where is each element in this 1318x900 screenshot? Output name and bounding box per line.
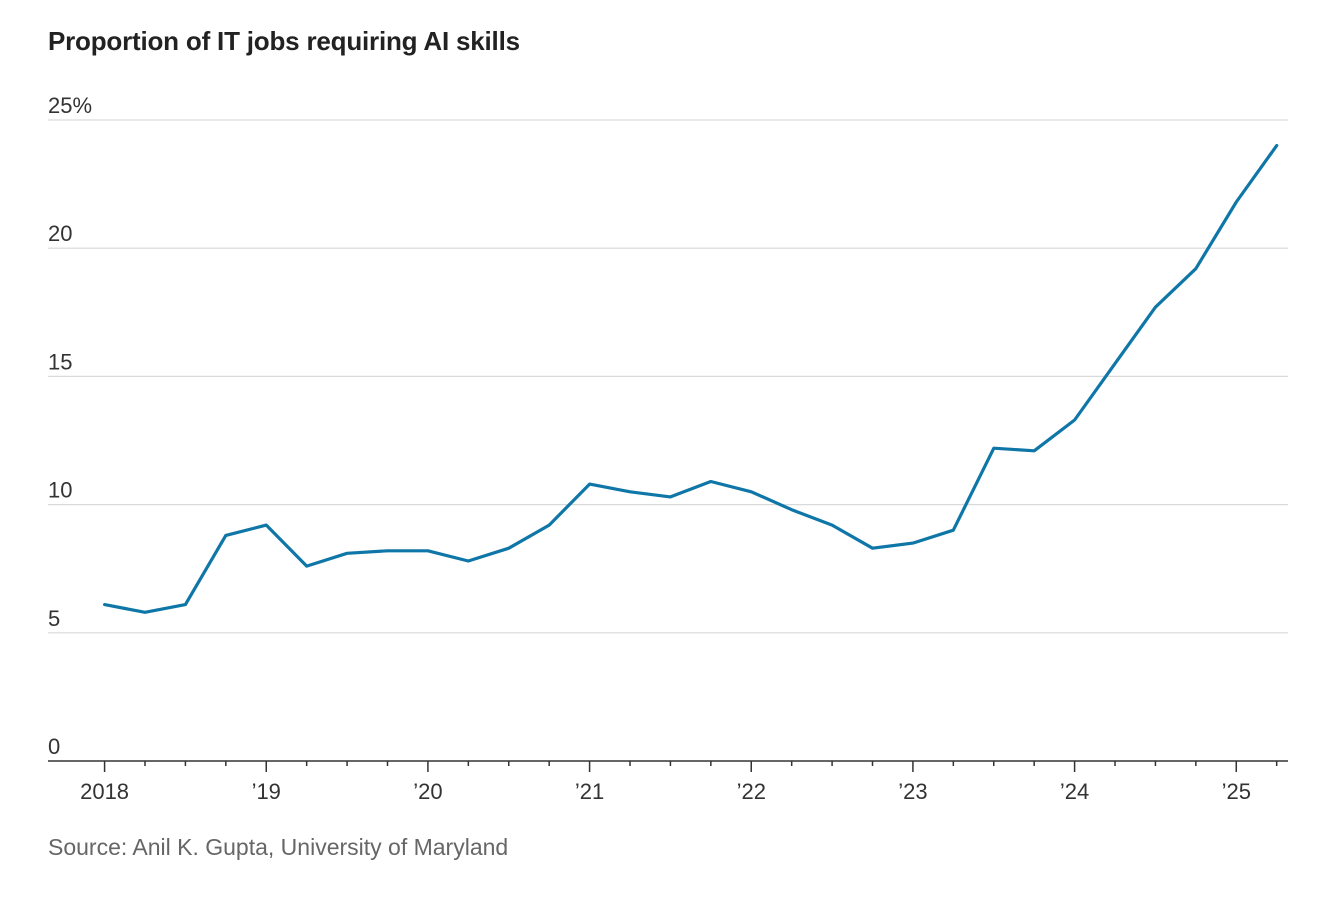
x-tick-label: ’24 xyxy=(1060,779,1089,804)
x-axis-labels: 2018 ’19 ’20 ’21 ’22 ’23 ’24 ’25 xyxy=(80,779,1251,804)
chart-title: Proportion of IT jobs requiring AI skill… xyxy=(48,26,520,56)
source-note: Source: Anil K. Gupta, University of Mar… xyxy=(48,834,509,860)
x-tick-label: 2018 xyxy=(80,779,129,804)
x-tick-label: ’19 xyxy=(252,779,281,804)
series-line xyxy=(102,144,1279,614)
y-tick-label: 25% xyxy=(48,93,92,118)
x-tick-label: ’25 xyxy=(1222,779,1251,804)
y-tick-label: 15 xyxy=(48,349,72,374)
x-tick-label: ’22 xyxy=(737,779,766,804)
y-tick-label: 10 xyxy=(48,478,72,503)
y-tick-label: 5 xyxy=(48,606,60,631)
x-tick-label: ’21 xyxy=(575,779,604,804)
y-tick-label: 0 xyxy=(48,734,60,759)
gridlines xyxy=(48,119,1288,634)
series-lines xyxy=(102,144,1279,614)
y-axis-labels: 0 5 10 15 20 25% xyxy=(48,93,92,759)
y-tick-label: 20 xyxy=(48,221,72,246)
x-axis xyxy=(48,760,1288,772)
x-tick-label: ’23 xyxy=(898,779,927,804)
x-tick-label: ’20 xyxy=(413,779,442,804)
